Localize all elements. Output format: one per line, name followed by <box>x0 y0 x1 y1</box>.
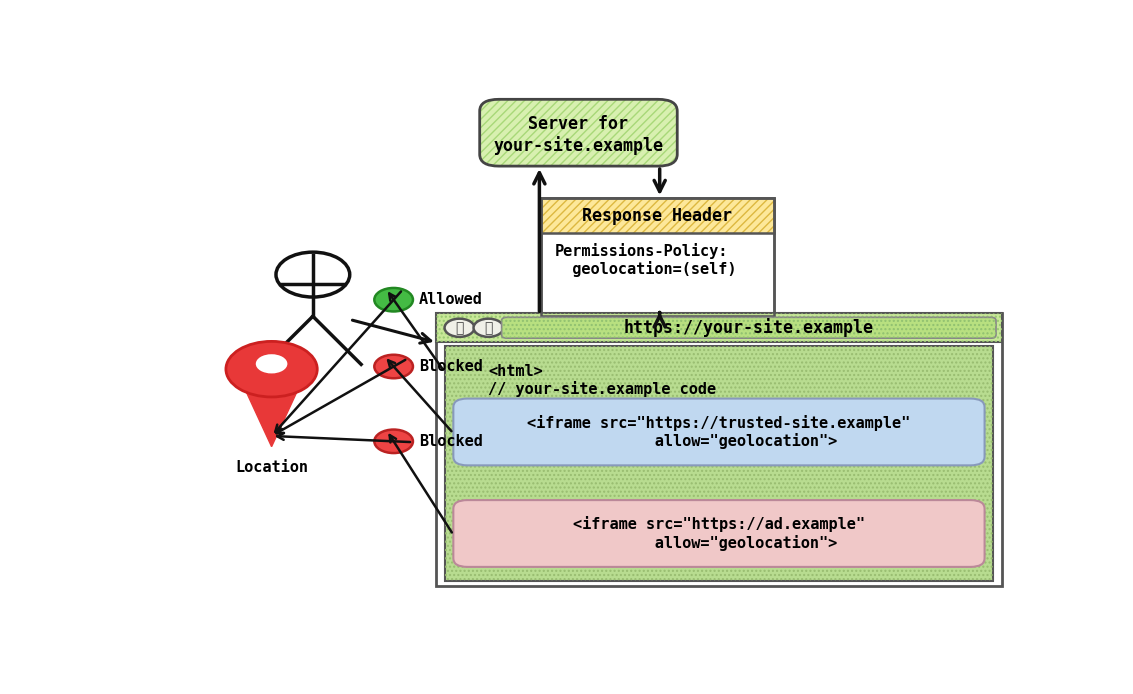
Bar <box>542 198 774 316</box>
Text: Blocked: Blocked <box>419 434 483 449</box>
Bar <box>436 313 1003 342</box>
Bar <box>444 346 994 582</box>
Text: <html>
// your-site.example code: <html> // your-site.example code <box>488 364 716 398</box>
Text: Permissions-Policy:
  geolocation=(self): Permissions-Policy: geolocation=(self) <box>554 242 736 277</box>
Bar <box>542 198 774 316</box>
Text: Server for
your-site.example: Server for your-site.example <box>494 115 664 155</box>
Polygon shape <box>244 386 299 447</box>
Text: Response Header: Response Header <box>582 207 733 225</box>
Text: Location: Location <box>235 460 308 475</box>
Bar <box>444 346 994 582</box>
Bar <box>542 198 774 233</box>
Text: Blocked: Blocked <box>419 359 483 374</box>
Circle shape <box>374 355 412 378</box>
Bar <box>436 313 1003 586</box>
Text: https://your-site.example: https://your-site.example <box>624 319 874 337</box>
Text: ⏮: ⏮ <box>455 321 463 335</box>
Text: ⏭: ⏭ <box>484 321 493 335</box>
Circle shape <box>374 430 412 453</box>
FancyBboxPatch shape <box>479 99 678 166</box>
Circle shape <box>225 341 317 397</box>
Text: <iframe src="https://trusted-site.example"
      allow="geolocation">: <iframe src="https://trusted-site.exampl… <box>527 414 911 449</box>
Bar <box>436 313 1003 342</box>
FancyBboxPatch shape <box>453 500 985 567</box>
Text: Allowed: Allowed <box>419 292 483 307</box>
Circle shape <box>256 354 288 373</box>
FancyBboxPatch shape <box>453 398 985 466</box>
Circle shape <box>474 319 503 337</box>
Bar <box>542 198 774 233</box>
Bar <box>542 198 774 233</box>
Circle shape <box>444 319 475 337</box>
FancyBboxPatch shape <box>502 317 996 338</box>
Circle shape <box>374 288 412 312</box>
Text: <iframe src="https://ad.example"
      allow="geolocation">: <iframe src="https://ad.example" allow="… <box>573 516 864 551</box>
